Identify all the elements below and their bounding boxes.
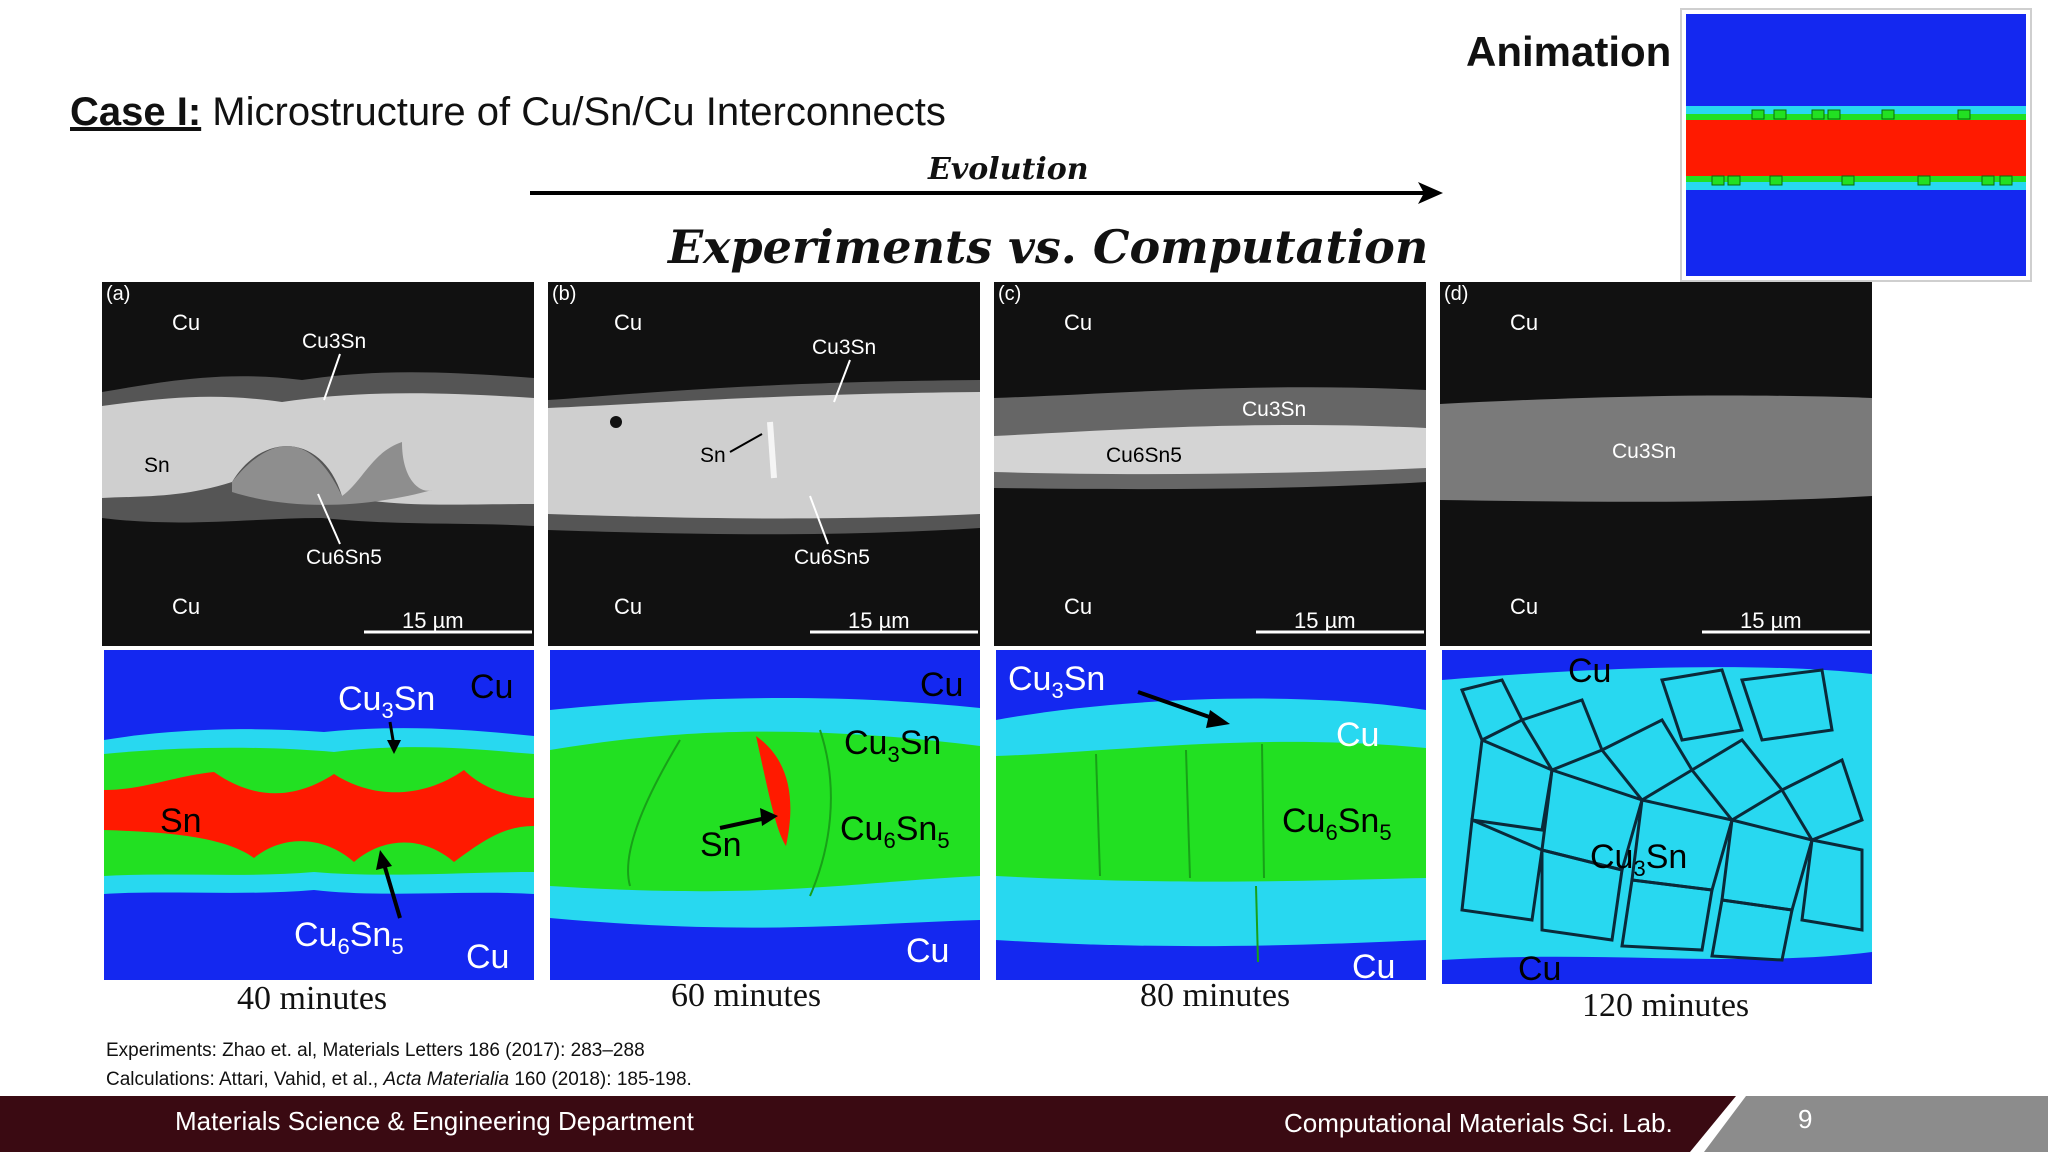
panel-b-cu-bottom: Cu (614, 594, 642, 619)
panel-d-scale: 15 µm (1740, 608, 1802, 633)
sim-a-sn: Sn (160, 802, 202, 840)
panel-c-label-cu3sn: Cu3Sn (1242, 398, 1306, 421)
sim-a-cu-bottom: Cu (466, 938, 509, 976)
sem-panel-b: (b) Cu Cu3Sn Sn Cu6Sn5 Cu 15 µm (548, 282, 980, 646)
caption-b: 60 minutes (671, 977, 822, 1014)
panel-a-scale: 15 µm (402, 608, 464, 633)
sem-panel-c: (c) Cu Cu3Sn Cu6Sn5 Cu 15 µm (994, 282, 1426, 646)
panel-letter-c: (c) (998, 283, 1021, 305)
panel-a-cu-bottom: Cu (172, 594, 200, 619)
panel-b-label-sn: Sn (700, 444, 726, 467)
sim-panel-c: Cu3Sn Cu Cu6Sn5 Cu (996, 650, 1426, 980)
panel-b-scale: 15 µm (848, 608, 910, 633)
headline: Experiments vs. Computation (668, 220, 1429, 274)
panel-a-cu-top: Cu (172, 310, 200, 335)
sim-panel-b: Cu Cu3Sn Sn Cu6Sn5 Cu (550, 650, 980, 980)
sim-d-cu3sn: Cu3Sn (1590, 838, 1687, 881)
case-lead: Case I: (70, 90, 202, 134)
references: Experiments: Zhao et. al, Materials Lett… (106, 1036, 692, 1094)
panel-letter-b: (b) (552, 283, 576, 305)
evolution-arrow (530, 182, 1443, 204)
sem-panel-d: (d) Cu Cu3Sn Cu 15 µm (1440, 282, 1872, 646)
panel-letter-d: (d) (1444, 283, 1468, 305)
sim-b-cu-top: Cu (920, 666, 963, 704)
sim-panel-a: Cu Cu3Sn Sn Cu6Sn5 Cu (104, 650, 534, 980)
panel-b-label-cu3sn: Cu3Sn (812, 336, 876, 359)
caption-c: 80 minutes (1140, 977, 1291, 1014)
sim-b-cu-bottom: Cu (906, 932, 949, 970)
footer-department: Materials Science & Engineering Departme… (175, 1106, 694, 1136)
panel-a-label-sn: Sn (144, 454, 170, 477)
panel-c-cu-top: Cu (1064, 310, 1092, 335)
panel-b-cu-top: Cu (614, 310, 642, 335)
sim-b-cu6sn5: Cu6Sn5 (840, 810, 950, 853)
animation-thumbnail[interactable] (1680, 8, 2032, 282)
sim-d-cu-top: Cu (1568, 652, 1611, 690)
sim-panel-d: Cu Cu3Sn Cu (1442, 650, 1872, 984)
sim-b-sn: Sn (700, 826, 742, 864)
animation-label: Animation (1466, 28, 1672, 75)
sim-a-cu3sn: Cu3Sn (338, 680, 435, 723)
case-title-text: Microstructure of Cu/Sn/Cu Interconnects (201, 90, 946, 134)
evolution-label: Evolution (928, 152, 1089, 187)
footer-bar (0, 1096, 2048, 1152)
reference-calculations: Calculations: Attari, Vahid, et al., Act… (106, 1069, 692, 1090)
panel-c-cu-bottom: Cu (1064, 594, 1092, 619)
panel-b-label-cu6sn5: Cu6Sn5 (794, 546, 870, 569)
panel-c-scale: 15 µm (1294, 608, 1356, 633)
sim-b-cu3sn: Cu3Sn (844, 724, 941, 767)
sim-c-cu3sn: Cu3Sn (1008, 660, 1105, 703)
sim-a-cu-top: Cu (470, 668, 513, 706)
sim-c-cu-bottom: Cu (1352, 948, 1395, 980)
caption-d: 120 minutes (1582, 987, 1750, 1024)
reference-experiments: Experiments: Zhao et. al, Materials Lett… (106, 1040, 645, 1061)
panel-a-label-cu3sn: Cu3Sn (302, 330, 366, 353)
panel-d-cu-bottom: Cu (1510, 594, 1538, 619)
case-title: Case I: Microstructure of Cu/Sn/Cu Inter… (70, 90, 946, 135)
sem-panel-a: (a) Cu Cu3Sn Sn Cu6Sn5 Cu 15 µm (102, 282, 534, 646)
caption-a: 40 minutes (237, 980, 388, 1017)
page-number: 9 (1798, 1104, 1813, 1134)
panel-d-label-cu3sn: Cu3Sn (1612, 440, 1676, 463)
panel-d-cu-top: Cu (1510, 310, 1538, 335)
panel-letter-a: (a) (106, 283, 130, 305)
sim-c-cu6sn5: Cu6Sn5 (1282, 802, 1392, 845)
panel-a-label-cu6sn5: Cu6Sn5 (306, 546, 382, 569)
panel-c-label-cu6sn5: Cu6Sn5 (1106, 444, 1182, 467)
sim-d-cu-bottom: Cu (1518, 950, 1561, 984)
sim-c-cu-mid: Cu (1336, 716, 1379, 754)
footer-lab: Computational Materials Sci. Lab. (1284, 1108, 1673, 1138)
sim-a-cu6sn5: Cu6Sn5 (294, 916, 404, 959)
